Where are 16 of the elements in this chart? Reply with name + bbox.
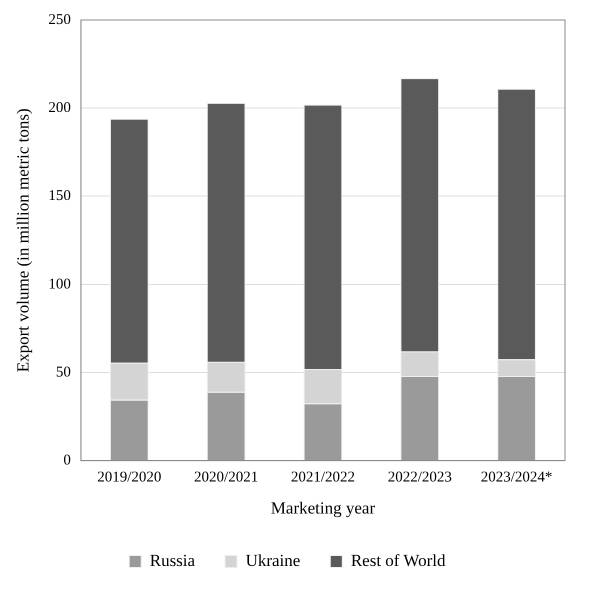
legend-label: Russia [150, 550, 196, 570]
y-tick-label: 250 [48, 12, 71, 28]
y-tick-label: 0 [63, 452, 71, 469]
x-tick-label: 2019/2020 [97, 470, 162, 486]
x-tick-label: 2020/2021 [194, 470, 258, 486]
x-tick-label: 2023/2024* [480, 470, 552, 486]
y-tick-label: 100 [48, 276, 71, 292]
x-tick-label: 2022/2023 [388, 470, 452, 486]
y-tick-label: 50 [56, 364, 71, 380]
y-tick-label: 200 [48, 100, 71, 116]
legend-label: Ukraine [246, 550, 300, 570]
x-axis-title: Marketing year [270, 498, 376, 518]
x-tick-label: 2021/2022 [290, 470, 356, 486]
y-axis-title: Export volume (in million metric tons) [14, 108, 33, 372]
legend-label: Rest of World [350, 550, 446, 570]
y-tick-label: 150 [48, 188, 71, 204]
